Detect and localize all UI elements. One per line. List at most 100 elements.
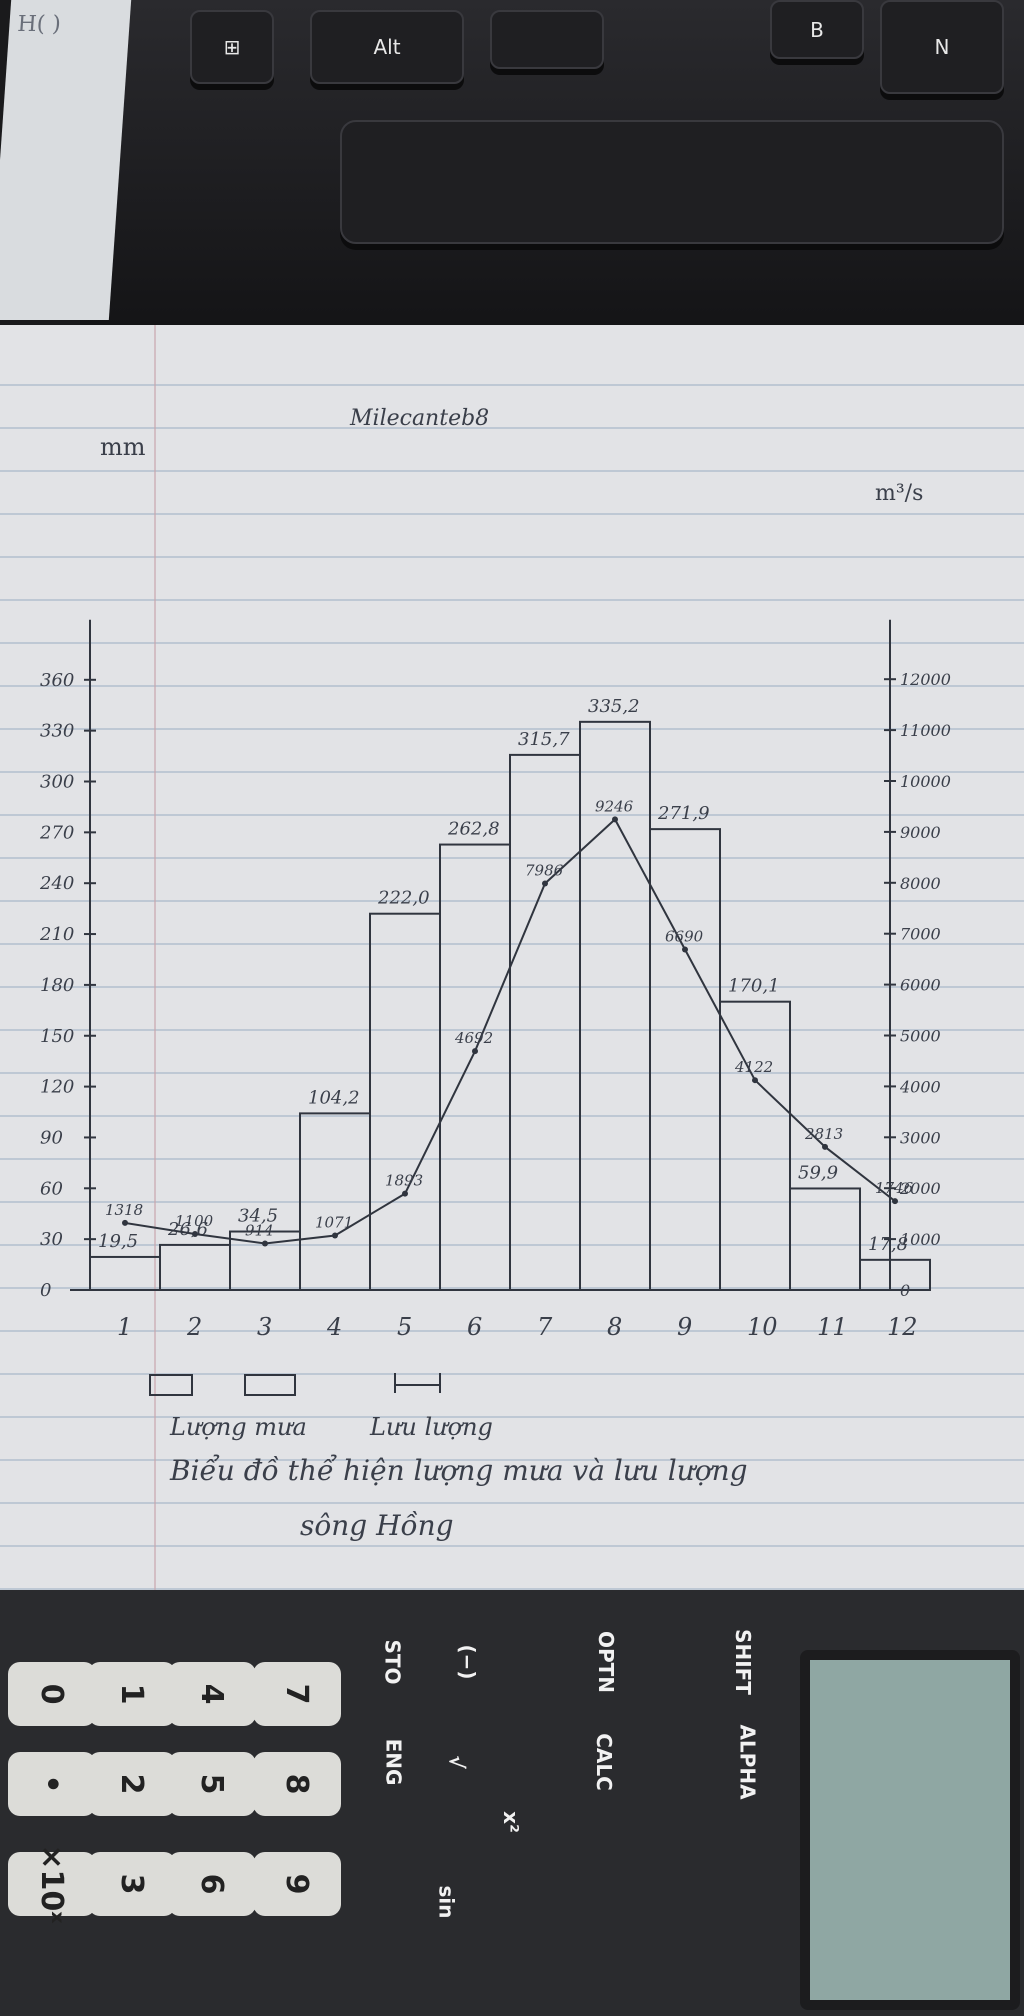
- calc-key-7: 8: [253, 1752, 341, 1816]
- right-tick-label: 9000: [900, 823, 941, 842]
- line-label-11: 2813: [804, 1125, 843, 1143]
- x-category-2: 2: [186, 1313, 202, 1341]
- bar-month-6: [439, 843, 511, 1292]
- windows-key: ⊞: [190, 10, 274, 84]
- discharge-line: [124, 817, 896, 1245]
- bar-label-1: 19,5: [98, 1231, 138, 1252]
- bar-label-8: 335,2: [588, 696, 640, 717]
- bar-series: 19,526,634,5104,2222,0262,8315,7335,2271…: [89, 696, 931, 1292]
- bar-month-11: [789, 1187, 861, 1291]
- line-point-11: [822, 1143, 828, 1150]
- calc-fn-6: x²: [498, 1811, 523, 1833]
- calc-key-0: 0: [8, 1662, 96, 1726]
- bar-month-7: [509, 753, 581, 1291]
- x-category-11: 11: [817, 1313, 848, 1341]
- left-tick-label: 90: [40, 1127, 63, 1148]
- key-b: B: [770, 0, 864, 59]
- line-label-10: 4122: [734, 1058, 773, 1076]
- calculator-screen: [800, 1650, 1020, 2010]
- right-tick-label: 2000: [899, 1179, 941, 1198]
- left-tick-label: 150: [40, 1026, 74, 1047]
- scrap-text: H( ): [16, 12, 62, 37]
- x-category-8: 8: [607, 1313, 622, 1341]
- line-point-7: [542, 880, 548, 887]
- line-label-9: 6690: [665, 927, 704, 945]
- chart-title: Biểu đồ thể hiện lượng mưa và lưu lượng: [169, 1454, 748, 1487]
- right-ticks: 0 1000 2000 3000 4000 5000 6000 7000 8000 9000 100…: [884, 670, 951, 1300]
- bar-month-2: [159, 1243, 231, 1292]
- keyboard-background: ⊞ Alt B N: [80, 0, 1024, 330]
- left-tick-label: 30: [40, 1229, 63, 1250]
- key-n: N: [880, 0, 1004, 94]
- x-category-12: 12: [887, 1313, 918, 1341]
- left-tick-label: 300: [40, 772, 74, 793]
- line-label-2: 1100: [175, 1212, 214, 1230]
- x-category-1: 1: [117, 1313, 132, 1341]
- calc-key-1: 1: [88, 1662, 176, 1726]
- x-category-4: 4: [326, 1313, 342, 1341]
- bar-label-4: 104,2: [308, 1087, 360, 1108]
- line-label-7: 7986: [525, 862, 564, 880]
- calc-fn-0: STO: [380, 1639, 405, 1685]
- x-category-5: 5: [397, 1313, 412, 1341]
- right-tick-label: 4000: [899, 1077, 941, 1096]
- calc-fn-5: √: [444, 1755, 469, 1769]
- calc-key-8: ×10ˣ: [8, 1844, 96, 1924]
- left-ticks: 0 30 60 90 120 150 180 210 240 270 300 330 360: [39, 670, 96, 1301]
- legend-bar-swatch-2: [244, 1374, 296, 1396]
- calc-key-6: 5: [168, 1752, 256, 1816]
- left-tick-label: 180: [40, 975, 74, 996]
- alt-key-label: Alt: [373, 35, 401, 59]
- right-tick-label: 0: [900, 1281, 910, 1300]
- right-tick-label: 12000: [900, 670, 951, 689]
- line-label-4: 1071: [315, 1213, 353, 1231]
- legend-line-swatch: [394, 1373, 441, 1393]
- calc-key-9: 3: [88, 1852, 176, 1916]
- line-label-6: 4692: [454, 1029, 493, 1047]
- right-tick-label: 3000: [900, 1128, 941, 1147]
- bar-month-5: [369, 912, 441, 1292]
- space-bar: [340, 120, 1004, 244]
- calc-key-3: 7: [253, 1662, 341, 1726]
- calc-fn-8: SHIFT: [730, 1629, 755, 1695]
- bar-label-6: 262,8: [447, 819, 500, 840]
- bar-month-9: [649, 828, 721, 1291]
- x-category-6: 6: [467, 1313, 482, 1341]
- x-category-3: 3: [257, 1313, 272, 1341]
- bar-label-12: 17,8: [868, 1234, 908, 1255]
- bar-label-5: 222,0: [377, 888, 430, 909]
- calc-key-4: •: [8, 1752, 96, 1816]
- calc-fn-1: ENG: [381, 1738, 406, 1786]
- alt-key: Alt: [310, 10, 464, 84]
- line-label-3: 914: [245, 1221, 274, 1239]
- calc-fn-3: CALC: [591, 1733, 616, 1791]
- left-tick-label: 60: [40, 1178, 63, 1199]
- line-point-12: [892, 1198, 898, 1205]
- line-series: 1318 1100 914 1071 1893 4692 7986 9246 6690 4122 2…: [105, 797, 914, 1247]
- line-point-9: [682, 946, 688, 953]
- line-point-2: [192, 1231, 198, 1238]
- left-tick-label: 330: [40, 721, 74, 742]
- key-b-label: B: [810, 17, 824, 42]
- x-categories: 1 2 3 4 5 6 7 8 9 10 11 12: [117, 1313, 918, 1341]
- paper-scrap: H( ): [0, 0, 132, 320]
- calc-fn-7: sin: [434, 1885, 459, 1919]
- right-tick-label: 7000: [900, 925, 941, 944]
- windows-key-label: ⊞: [223, 35, 241, 59]
- calc-key-5: 2: [88, 1752, 176, 1816]
- bar-month-12: [859, 1258, 931, 1291]
- line-point-6: [472, 1048, 478, 1055]
- calc-key-10: 6: [168, 1852, 256, 1916]
- bar-label-3: 34,5: [238, 1206, 278, 1227]
- left-tick-label: 0: [40, 1280, 51, 1301]
- calc-fn-4: (−): [455, 1644, 480, 1680]
- left-tick-label: 240: [39, 873, 74, 894]
- bar-month-1: [89, 1255, 161, 1292]
- bar-month-10: [719, 1000, 791, 1291]
- key-n-label: N: [934, 35, 950, 59]
- legend-bar-swatch: [149, 1374, 193, 1396]
- left-tick-label: 120: [40, 1077, 74, 1098]
- line-point-1: [122, 1219, 128, 1226]
- bar-label-11: 59,9: [798, 1162, 838, 1183]
- bar-label-7: 315,7: [518, 729, 570, 750]
